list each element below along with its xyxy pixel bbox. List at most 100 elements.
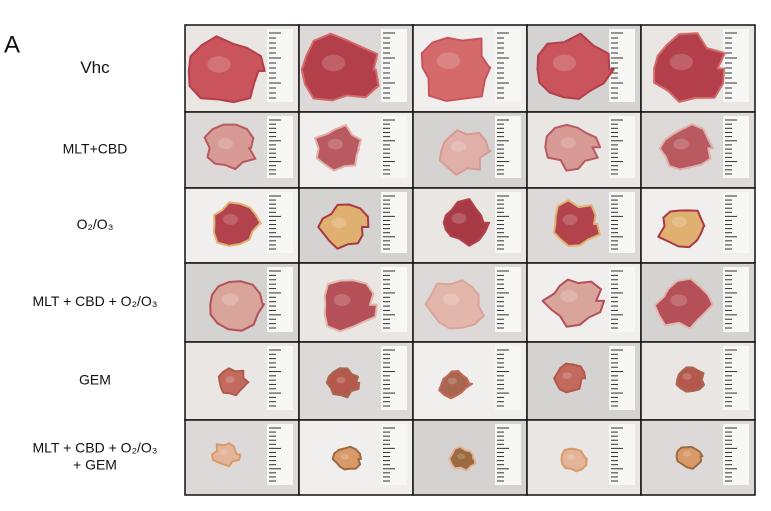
ruler: [495, 424, 521, 485]
photo-cell: [526, 419, 642, 496]
tumor-highlight: [671, 216, 687, 228]
tumor: [211, 442, 242, 468]
tumor-highlight: [442, 293, 460, 306]
ruler: [381, 267, 407, 332]
ruler: [495, 29, 521, 102]
photo-cell: [184, 341, 300, 421]
ruler: [381, 192, 407, 253]
ruler: [381, 116, 407, 178]
ruler: [609, 424, 635, 485]
tumor: [438, 129, 492, 176]
tumor-highlight: [552, 54, 577, 72]
tumor: [541, 278, 606, 328]
tumor-highlight: [673, 138, 689, 150]
photo-cell: [298, 419, 414, 496]
photo-cell: [526, 24, 642, 113]
ruler: [723, 29, 749, 102]
tumor: [217, 367, 250, 397]
ruler: [267, 267, 293, 332]
row-label: GEM: [79, 372, 111, 388]
row-label: MLT+CBD: [63, 141, 128, 157]
tumor-highlight: [457, 453, 466, 460]
ruler: [267, 346, 293, 410]
tumor-highlight: [331, 217, 347, 229]
tumor: [300, 32, 380, 102]
row-label: + GEM: [73, 457, 117, 473]
photo-cell: [412, 419, 528, 496]
tumor-highlight: [447, 377, 457, 385]
photo-cell: [184, 419, 300, 496]
ruler: [381, 29, 407, 102]
row-label: Vhc: [80, 58, 110, 77]
row-label: MLT + CBD + O₂/O₃: [33, 440, 158, 456]
tumor: [560, 447, 588, 473]
tumor-highlight: [321, 54, 346, 72]
photo-cell: [412, 187, 528, 264]
photo-cell: [526, 341, 642, 421]
photo-cell: [184, 187, 300, 264]
ruler: [267, 29, 293, 102]
tumor: [442, 198, 491, 247]
tumor-highlight: [336, 376, 346, 384]
photo-cell: [640, 187, 756, 264]
tumor-highlight: [207, 56, 231, 73]
ruler: [609, 346, 635, 410]
tumor-highlight: [225, 376, 235, 384]
photo-cell: [412, 24, 528, 113]
tumor-highlight: [669, 53, 693, 71]
cell-border: [640, 419, 756, 496]
ruler: [495, 346, 521, 410]
ruler: [723, 192, 749, 253]
panel-label: A: [4, 31, 20, 58]
tumor: [424, 279, 485, 330]
ruler: [723, 346, 749, 410]
photo-cell: [298, 262, 414, 343]
tumor: [209, 280, 265, 332]
ruler: [495, 116, 521, 178]
tumor-highlight: [221, 293, 239, 306]
ruler: [723, 116, 749, 178]
photo-cell: [298, 111, 414, 189]
tumor: [212, 201, 262, 247]
tumor: [448, 445, 477, 472]
tumor-highlight: [436, 52, 461, 69]
photo-cell: [184, 24, 300, 113]
row-label: MLT + CBD + O₂/O₃: [33, 293, 158, 309]
photo-cell: [526, 111, 642, 189]
tumor: [325, 367, 361, 399]
photo-cell: [640, 24, 756, 113]
tumor: [331, 445, 362, 471]
photo-cell: [298, 187, 414, 264]
ruler: [381, 424, 407, 485]
ruler: [267, 424, 293, 485]
tumor-highlight: [451, 213, 467, 224]
photo-cell: [298, 24, 414, 113]
photo-cell: [298, 341, 414, 421]
tumor: [553, 362, 587, 394]
tumor: [675, 366, 705, 393]
tumor: [544, 123, 602, 172]
tumor: [187, 35, 266, 104]
tumor-highlight: [219, 449, 228, 456]
ruler: [267, 116, 293, 178]
tumor-highlight: [562, 214, 578, 226]
tumor-highlight: [560, 290, 578, 303]
tumor: [653, 277, 714, 330]
tumor-highlight: [327, 138, 343, 150]
tumor-highlight: [333, 293, 351, 307]
ruler: [381, 346, 407, 410]
ruler: [495, 267, 521, 332]
photo-cell: [640, 341, 756, 421]
photo-cell: [640, 419, 756, 496]
ruler: [609, 267, 635, 332]
ruler: [609, 29, 635, 102]
tumor-highlight: [682, 373, 692, 380]
tumor: [675, 446, 704, 470]
tumor: [658, 123, 714, 171]
photo-cell: [184, 262, 300, 343]
tumor: [653, 32, 726, 103]
tumor: [657, 209, 706, 249]
ruler: [495, 192, 521, 253]
ruler: [267, 192, 293, 253]
tumor: [536, 32, 615, 100]
